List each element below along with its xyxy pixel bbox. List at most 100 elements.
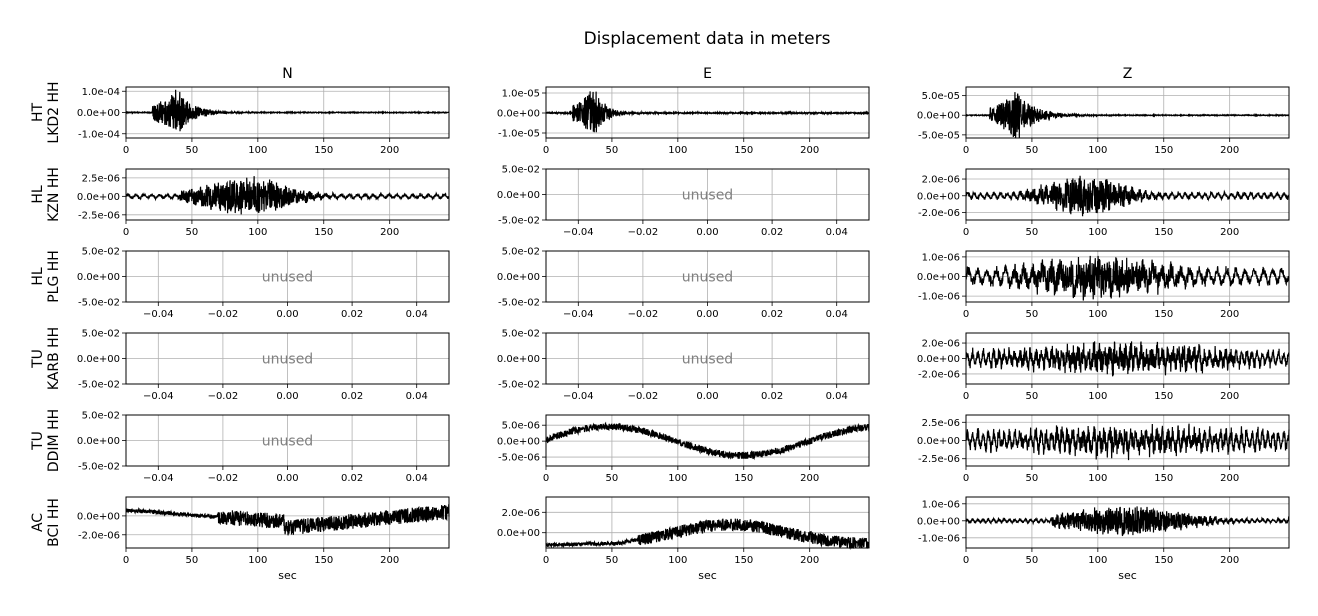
x-tick-label: 0 (963, 391, 969, 402)
x-tick-label: 150 (1154, 473, 1173, 484)
x-tick-label: 150 (314, 145, 333, 156)
x-axis-label: sec (1118, 569, 1137, 582)
x-tick-label: 200 (380, 227, 399, 238)
x-tick-label: 200 (800, 555, 819, 566)
row-label-station: DDIM HH (46, 409, 62, 472)
row-label: TUKARB HH (30, 327, 62, 390)
x-tick-label: 100 (1088, 309, 1107, 320)
y-tick-label: 0.0e+00 (917, 191, 960, 202)
row-label: HLPLG HH (30, 250, 62, 303)
x-tick-label: −0.04 (563, 227, 594, 238)
y-tick-label: 5.0e-02 (82, 329, 120, 340)
y-tick-label: 2.5e-06 (922, 418, 960, 429)
unused-label: unused (682, 352, 733, 368)
x-tick-label: 50 (606, 145, 619, 156)
row-label-network: TU (30, 431, 46, 451)
y-tick-label: -5.0e-02 (498, 380, 540, 391)
unused-label: unused (682, 270, 733, 286)
row-label: HTLKD2 HH (30, 81, 62, 143)
y-tick-label: 0.0e+00 (77, 192, 120, 203)
x-tick-label: 0.02 (341, 473, 363, 484)
x-tick-label: 200 (1220, 145, 1239, 156)
trace-line (545, 518, 870, 551)
panel-bci-z: 0 50 100 150 200 -1.0e-06 0.0e+00 1.0e-06 sec (917, 496, 1290, 582)
panel-plg-e: unused −0.04 −0.02 0.00 0.02 0.04 -5.0e-02 0.0e… (497, 247, 870, 320)
unused-label: unused (262, 434, 313, 450)
x-tick-label: 150 (1154, 145, 1173, 156)
y-tick-label: 2.0e-06 (502, 508, 540, 519)
x-tick-label: 100 (1088, 227, 1107, 238)
x-tick-label: −0.04 (143, 473, 174, 484)
y-tick-label: 5.0e-06 (502, 421, 540, 432)
y-tick-label: 0.0e+00 (77, 436, 120, 447)
row-label-network: HT (30, 103, 46, 123)
x-tick-label: 0 (963, 309, 969, 320)
panel-kzn-e: unused −0.04 −0.02 0.00 0.02 0.04 -5.0e-02 0.0e… (497, 165, 870, 238)
trace-line (545, 91, 870, 133)
y-tick-label: -2.0e-06 (918, 208, 960, 219)
x-tick-label: −0.04 (143, 391, 174, 402)
x-tick-label: 0.00 (696, 309, 718, 320)
y-tick-label: 0.0e+00 (917, 516, 960, 527)
x-tick-label: 0.04 (826, 391, 848, 402)
y-tick-label: -2.0e-06 (78, 530, 120, 541)
y-tick-label: -1.0e-06 (918, 533, 960, 544)
axes-frame (965, 86, 1290, 139)
trace-line (965, 423, 1290, 461)
x-tick-label: 150 (1154, 227, 1173, 238)
x-tick-label: 200 (1220, 227, 1239, 238)
column-title: N (282, 66, 292, 82)
panel-kzn-n: 0 50 100 150 200 -2.5e-06 0.0e+00 2.5e-06 HLKZN … (30, 167, 450, 238)
unused-label: unused (262, 270, 313, 286)
y-tick-label: 5.0e-02 (502, 247, 540, 258)
row-label-station: KARB HH (46, 327, 62, 390)
x-tick-label: 100 (668, 473, 687, 484)
y-tick-label: 5.0e-05 (922, 91, 960, 102)
x-tick-label: 150 (1154, 555, 1173, 566)
x-tick-label: 200 (1220, 391, 1239, 402)
x-tick-label: 50 (1026, 145, 1039, 156)
x-tick-label: 0 (963, 555, 969, 566)
x-tick-label: −0.02 (208, 309, 239, 320)
x-tick-label: 0.04 (826, 227, 848, 238)
x-tick-label: 200 (800, 473, 819, 484)
y-tick-label: -2.5e-06 (918, 454, 960, 465)
y-tick-label: -5.0e-02 (498, 216, 540, 227)
column-title: E (703, 66, 712, 82)
panel-kzn-z: 0 50 100 150 200 -2.0e-06 0.0e+00 2.0e-06 (917, 168, 1290, 238)
row-label-network: HL (30, 185, 46, 204)
x-tick-label: 0.02 (761, 227, 783, 238)
row-label-station: KZN HH (46, 167, 62, 222)
x-tick-label: 200 (1220, 309, 1239, 320)
x-tick-label: 100 (1088, 145, 1107, 156)
axes-frame (545, 86, 870, 139)
x-tick-label: 0 (543, 473, 549, 484)
x-tick-label: 0.04 (406, 391, 428, 402)
y-tick-label: 0.0e+00 (497, 190, 540, 201)
y-tick-label: 5.0e-02 (502, 329, 540, 340)
y-tick-label: 5.0e-02 (82, 411, 120, 422)
axes-frame (125, 496, 450, 549)
y-tick-label: 0.0e+00 (497, 437, 540, 448)
panel-lkd2-e: 0 50 100 150 200 -1.0e-05 0.0e+00 1.0e-05 E (497, 66, 870, 156)
x-tick-label: 200 (380, 555, 399, 566)
x-tick-label: 0.00 (276, 309, 298, 320)
x-tick-label: 50 (186, 555, 199, 566)
x-tick-label: 0 (543, 145, 549, 156)
x-axis-label: sec (278, 569, 297, 582)
axes-frame (965, 496, 1290, 549)
x-tick-label: 0 (963, 473, 969, 484)
x-tick-label: 100 (248, 555, 267, 566)
row-label: HLKZN HH (30, 167, 62, 222)
unused-label: unused (262, 352, 313, 368)
y-tick-label: -5.0e-05 (918, 130, 960, 141)
trace-line (125, 504, 450, 536)
x-tick-label: 100 (1088, 473, 1107, 484)
x-tick-label: 100 (1088, 555, 1107, 566)
y-tick-label: -1.0e-05 (498, 129, 540, 140)
y-tick-label: 1.0e-04 (82, 87, 120, 98)
panel-karb-n: unused −0.04 −0.02 0.00 0.02 0.04 -5.0e-02 0.0e… (30, 327, 450, 402)
panel-lkd2-z: 0 50 100 150 200 -5.0e-05 0.0e+00 5.0e-05 Z (917, 66, 1290, 156)
panel-ddim-e: 0 50 100 150 200 -5.0e-06 0.0e+00 5.0e-06 (497, 414, 870, 484)
